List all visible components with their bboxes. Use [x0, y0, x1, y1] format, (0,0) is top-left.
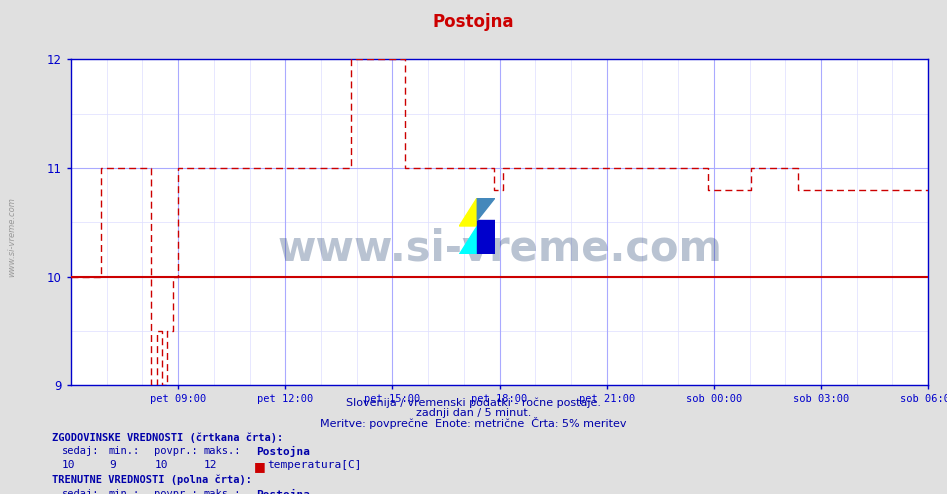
Text: ■: ■ — [254, 460, 265, 473]
Text: sedaj:: sedaj: — [62, 446, 99, 456]
Text: TRENUTNE VREDNOSTI (polna črta):: TRENUTNE VREDNOSTI (polna črta): — [52, 475, 252, 485]
Text: povpr.:: povpr.: — [154, 489, 198, 494]
Text: min.:: min.: — [109, 489, 140, 494]
Text: maks.:: maks.: — [204, 446, 241, 456]
Polygon shape — [477, 220, 495, 254]
Text: 10: 10 — [154, 460, 168, 470]
Text: 9: 9 — [109, 460, 116, 470]
Polygon shape — [477, 198, 495, 220]
Text: Postojna: Postojna — [256, 446, 310, 457]
Text: 12: 12 — [204, 460, 217, 470]
Text: min.:: min.: — [109, 446, 140, 456]
Text: www.si-vreme.com: www.si-vreme.com — [277, 227, 722, 269]
Text: www.si-vreme.com: www.si-vreme.com — [7, 197, 16, 277]
Text: 10: 10 — [62, 460, 75, 470]
Text: maks.:: maks.: — [204, 489, 241, 494]
Text: temperatura[C]: temperatura[C] — [267, 460, 362, 470]
Text: povpr.:: povpr.: — [154, 446, 198, 456]
Text: sedaj:: sedaj: — [62, 489, 99, 494]
Polygon shape — [459, 198, 477, 226]
Text: ZGODOVINSKE VREDNOSTI (črtkana črta):: ZGODOVINSKE VREDNOSTI (črtkana črta): — [52, 432, 283, 443]
Polygon shape — [459, 226, 477, 254]
Text: Slovenija / vremenski podatki - ročne postaje.: Slovenija / vremenski podatki - ročne po… — [346, 398, 601, 408]
Text: Meritve: povprečne  Enote: metrične  Črta: 5% meritev: Meritve: povprečne Enote: metrične Črta:… — [320, 417, 627, 429]
Text: zadnji dan / 5 minut.: zadnji dan / 5 minut. — [416, 408, 531, 417]
Text: Postojna: Postojna — [433, 13, 514, 31]
Text: Postojna: Postojna — [256, 489, 310, 494]
